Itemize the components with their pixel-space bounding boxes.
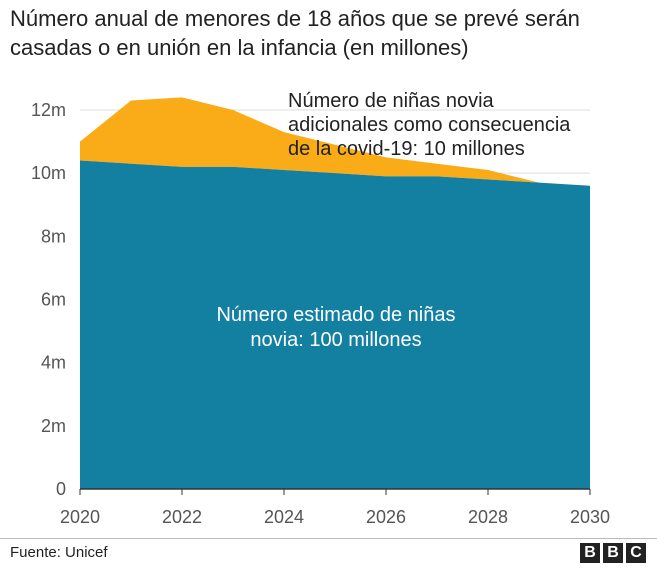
y-tick-label: 10m xyxy=(31,163,66,183)
annotation-additional-line: de la covid-19: 10 millones xyxy=(288,138,525,160)
x-tick-label: 2028 xyxy=(468,507,508,527)
chart-title-line-1: Número anual de menores de 18 años que s… xyxy=(10,6,580,31)
y-tick-label: 2m xyxy=(41,416,66,436)
chart-title-line-2: casadas o en unión en la infancia (en mi… xyxy=(10,35,469,60)
bbc-logo: B B C xyxy=(580,543,646,563)
y-tick-label: 12m xyxy=(31,100,66,120)
y-tick-label: 0 xyxy=(56,479,66,499)
x-tick-label: 2030 xyxy=(570,507,610,527)
source-note: Fuente: Unicef xyxy=(10,544,108,561)
x-tick-label: 2022 xyxy=(162,507,202,527)
y-tick-label: 4m xyxy=(41,353,66,373)
bbc-logo-letter: B xyxy=(603,543,623,563)
axes: 0 2m 4m 6m 8m 10m 12m 2020 2022 2024 2026 2028 2030 xyxy=(31,100,610,527)
footer-divider xyxy=(0,538,657,539)
x-tick-label: 2020 xyxy=(60,507,100,527)
x-tick-label: 2024 xyxy=(264,507,304,527)
annotation-estimated-line: novia: 100 millones xyxy=(250,329,421,351)
annotation-additional-line: adicionales como consecuencia xyxy=(288,114,571,136)
series-area-additional xyxy=(80,97,590,186)
areas xyxy=(80,97,590,490)
bbc-logo-letter: C xyxy=(626,543,646,563)
x-tick-label: 2026 xyxy=(366,507,406,527)
y-tick-label: 8m xyxy=(41,226,66,246)
y-tick-label: 6m xyxy=(41,290,66,310)
annotation-estimated-line: Número estimado de niñas xyxy=(216,304,455,326)
annotation-additional-line: Número de niñas novia xyxy=(288,90,495,112)
bbc-logo-letter: B xyxy=(580,543,600,563)
chart-title: Número anual de menores de 18 años que s… xyxy=(10,4,650,62)
series-area-estimated xyxy=(80,160,590,490)
